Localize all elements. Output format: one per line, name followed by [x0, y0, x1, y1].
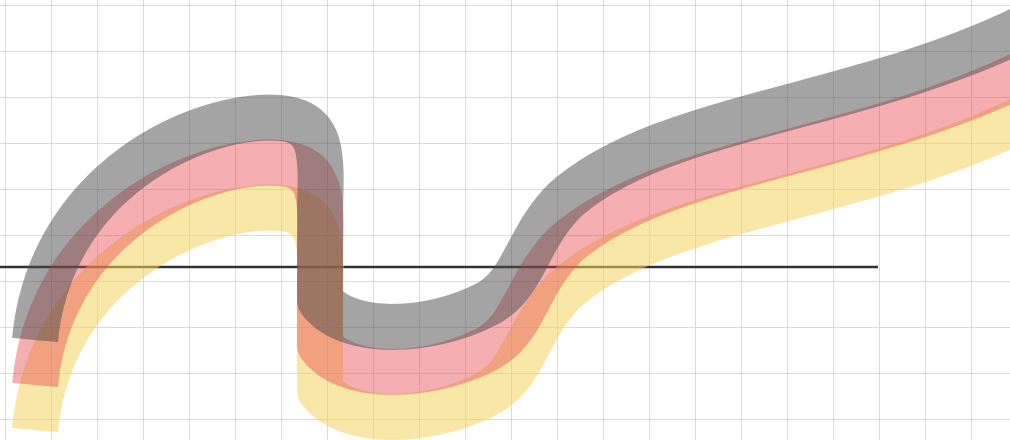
ribbon-black [12, 9, 1010, 350]
ribbon-gold [12, 99, 1010, 440]
ribbon [12, 9, 1010, 440]
ribbon-red [12, 54, 1010, 395]
